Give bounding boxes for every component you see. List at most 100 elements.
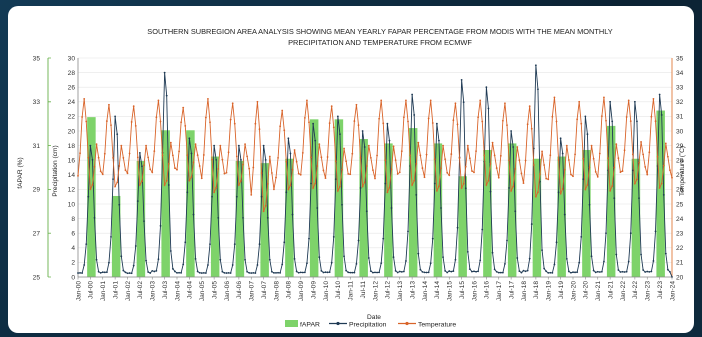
precipitation-point (650, 270, 653, 273)
temperature-point (617, 157, 620, 160)
precipitation-point (572, 271, 574, 274)
x-tick-label: Jul-22 (632, 281, 639, 299)
temperature-point (322, 169, 325, 172)
temperature-point (334, 160, 337, 163)
temperature-point (633, 182, 636, 185)
temperature-point (567, 159, 570, 161)
precipitation-point (268, 258, 271, 261)
temperature-point (532, 164, 535, 166)
precipitation-point (448, 270, 451, 272)
precipitation-point (110, 235, 112, 238)
temperature-point (306, 99, 308, 102)
precipitation-point (79, 272, 81, 274)
precipitation-point (112, 178, 114, 181)
temperature-point (660, 182, 663, 185)
x-tick-label: Jul-11 (360, 281, 367, 299)
precipitation-point (485, 86, 488, 89)
precipitation-point (126, 272, 129, 275)
temperature-point (423, 176, 426, 179)
temperature-point (143, 164, 145, 167)
x-tick-label: Jan-04 (174, 281, 181, 301)
temperature-point (551, 115, 554, 118)
temperature-point (155, 116, 158, 119)
temperature-point (411, 184, 414, 186)
precipitation-point (237, 144, 240, 147)
temperature-point (448, 174, 451, 177)
temperature-point (349, 173, 352, 176)
x-tick-label: Jul-21 (607, 281, 614, 299)
temperature-point (605, 119, 607, 122)
x-tick-label: Jul-10 (335, 281, 342, 299)
temperature-point (557, 159, 560, 161)
temperature-point (598, 152, 601, 155)
precipitation-point (648, 270, 651, 273)
precipitation-point (357, 239, 360, 242)
precipitation-point (141, 165, 143, 168)
x-tick-label: Jan-11 (348, 281, 355, 301)
temperature-point (163, 184, 166, 186)
precipitation-point (240, 159, 242, 161)
precipitation-point (143, 220, 145, 223)
precipitation-point (349, 271, 352, 274)
precipitation-tick-label: 0 (71, 274, 75, 281)
precipitation-point (413, 114, 416, 116)
temperature-point (79, 152, 81, 155)
precipitation-point (347, 271, 350, 274)
temperature-point (586, 184, 589, 186)
temperature-point (421, 167, 424, 169)
precipitation-point (246, 270, 249, 273)
temperature-point (289, 184, 292, 187)
precipitation-point (122, 269, 125, 272)
precipitation-point (99, 272, 102, 274)
precipitation-point (336, 115, 339, 118)
temperature-point (301, 152, 304, 154)
temperature-point (658, 187, 661, 189)
precipitation-point (101, 271, 104, 274)
temperature-point (508, 159, 510, 162)
precipitation-point (609, 100, 612, 103)
precipitation-point (431, 237, 434, 240)
temperature-point (248, 167, 251, 170)
temperature-point (400, 150, 403, 153)
precipitation-point (613, 197, 616, 200)
temperature-point (615, 143, 618, 146)
temperature-tick-label: 32 (676, 99, 684, 106)
temperature-point (332, 126, 335, 129)
precipitation-point (118, 203, 121, 206)
precipitation-point (605, 232, 607, 235)
fapar-bar (483, 149, 492, 277)
precipitation-point (384, 182, 387, 185)
precipitation-point (320, 269, 323, 272)
temperature-point (114, 185, 117, 188)
temperature-point (481, 120, 484, 123)
temperature-point (341, 168, 343, 171)
temperature-point (182, 106, 185, 109)
precipitation-point (658, 93, 661, 96)
temperature-point (355, 103, 358, 106)
temperature-point (456, 123, 459, 126)
precipitation-point (499, 271, 502, 274)
temperature-point (621, 170, 624, 172)
x-tick-label: Jan-06 (224, 281, 231, 301)
temperature-point (339, 185, 341, 188)
precipitation-point (644, 271, 647, 273)
x-tick-label: Jan-22 (620, 281, 627, 301)
precipitation-axis-title: Precipitation (cm) (52, 145, 59, 196)
temperature-point (520, 172, 523, 175)
precipitation-point (456, 226, 459, 229)
x-tick-label: Jan-21 (595, 281, 602, 301)
temperature-point (454, 102, 457, 105)
precipitation-point (215, 159, 218, 161)
fapar-tick-label: 35 (33, 55, 41, 62)
precipitation-tick-label: 16 (68, 158, 76, 165)
temperature-point (596, 175, 599, 178)
temperature-point (343, 147, 345, 150)
precipitation-point (151, 269, 154, 272)
temperature-point (174, 167, 176, 169)
precipitation-point (524, 270, 527, 273)
temperature-point (479, 99, 482, 102)
temperature-point (264, 204, 267, 207)
temperature-point (93, 165, 96, 168)
precipitation-point (332, 235, 335, 238)
temperature-point (314, 182, 317, 185)
